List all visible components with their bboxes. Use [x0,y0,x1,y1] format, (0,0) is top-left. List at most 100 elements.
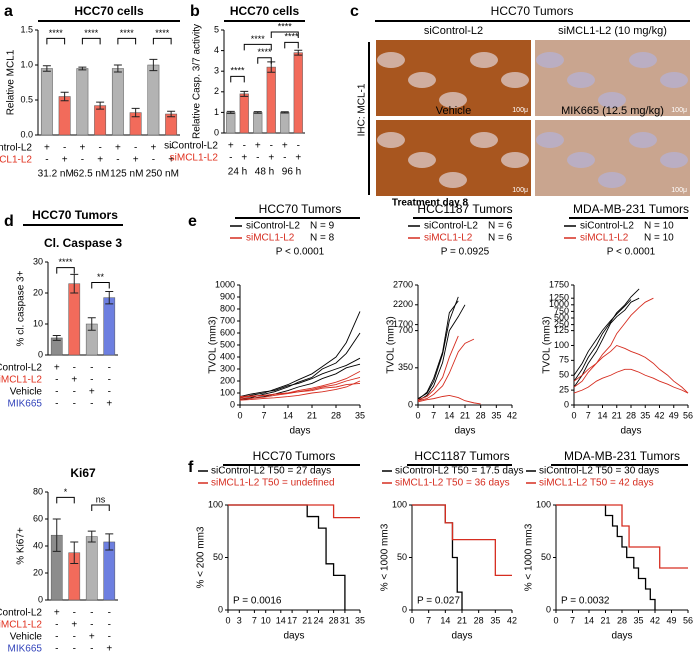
survival-curve [556,504,656,610]
x-tick-label: 24 [314,615,324,625]
y-tick-label: 75 [559,355,569,365]
bar [103,541,116,601]
x-tick-label: 0 [237,410,242,420]
row-mark: + [54,363,60,374]
bar [68,283,81,356]
row-mark: + [79,143,85,154]
legend-label: siControl-L2 [580,221,634,232]
y-tick-label: 1700 [393,319,413,329]
legend-n: N = 6 [488,221,513,232]
error-bar [131,107,140,118]
y-tick-label: 500 [220,339,235,349]
y-tick-label: 0 [214,127,219,137]
x-tick-label: 42 [507,410,517,420]
x-tick-label: 7 [570,615,575,625]
x-tick-label: 42 [654,410,664,420]
survival-curve [556,504,688,569]
x-tick-label: 35 [490,615,500,625]
sig-bracket [56,267,75,274]
error-bar [52,334,61,341]
y-axis-label: TVOL (mm3) [542,316,553,373]
x-tick-label: 28 [474,615,484,625]
legend-n: N = 9 [310,221,335,232]
chart-title: HCC70 Tumors [253,449,336,463]
group-label: 62.5 nM [73,169,109,180]
scale-label: 100μ [671,187,687,194]
ihc-stroma [629,52,657,68]
series-line [239,311,361,399]
series-line [573,288,640,382]
row-mark: - [270,141,273,152]
y-tick-label: 100 [392,499,407,509]
y-tick-label: 900 [220,291,235,301]
series-line [417,304,466,402]
y-tick-label: 1750 [549,279,569,289]
image-label: siMCL1-L2 (10 mg/kg) [558,25,667,37]
x-tick-label: 0 [553,615,558,625]
y-tick-label: 100 [220,387,235,397]
y-tick-label: 200 [220,375,235,385]
error-bar [105,290,114,305]
y-tick-label: 2700 [393,279,413,289]
bar [280,112,290,134]
x-tick-label: 35 [491,410,501,420]
bar [40,68,53,136]
ihc-stroma [660,72,688,88]
y-tick-label: 0 [546,604,551,614]
scale-label: 100μ [671,107,687,114]
sig-label: **** [58,257,73,267]
y-tick-label: 125 [554,325,569,335]
y-tick-label: 0 [564,399,569,409]
row-label: Vehicle [10,632,43,643]
y-tick-label: 300 [220,363,235,373]
x-tick-label: 42 [507,615,517,625]
panel-letter: f [188,459,194,476]
y-tick-label: 1000 [549,299,569,309]
sig-bracket [270,31,299,39]
ihc-stroma [660,152,688,168]
panel-title: HCC70 Tumors [491,4,574,18]
x-tick-label: 0 [225,615,230,625]
row-mark: - [73,632,76,643]
chart-title: Ki67 [70,466,96,480]
ihc-stroma [377,52,405,68]
row-mark: - [297,141,300,152]
series-line [239,332,361,400]
panel-letter: a [4,3,13,20]
row-mark: - [73,363,76,374]
legend-label: siMCL1-L2 [580,233,629,244]
error-bar [60,91,69,102]
legend-label: siMCL1-L2 T50 = 42 days [539,478,654,489]
row-mark: - [108,608,111,619]
image-label: MIK665 (12.5 mg/kg) [561,105,664,117]
row-label: siMCL1-L2 [0,620,42,631]
chart-title: HCC1187 Tumors [417,202,512,216]
error-bar [70,273,79,294]
sig-label: **** [155,28,170,38]
sig-bracket [117,37,137,45]
ihc-stroma [536,52,564,68]
x-tick-label: 14 [276,615,286,625]
y-tick-label: 2200 [393,299,413,309]
row-mark: + [282,141,288,152]
x-tick-label: 10 [261,615,271,625]
x-tick-label: 49 [666,615,676,625]
row-mark: - [55,375,58,386]
error-bar [105,533,114,551]
x-tick-label: 28 [617,615,627,625]
x-tick-label: 56 [683,410,693,420]
sig-bracket [56,496,75,504]
group-label: 48 h [255,167,274,178]
x-tick-label: 14 [597,410,607,420]
row-mark: - [73,387,76,398]
row-mark: + [295,153,301,164]
row-mark: - [45,155,48,166]
row-mark: + [268,153,274,164]
series-line [573,297,640,388]
sig-label: **** [251,34,266,44]
x-tick-label: 7 [261,410,266,420]
error-bar [294,49,303,56]
x-tick-label: 21 [612,410,622,420]
error-bar [253,111,262,114]
